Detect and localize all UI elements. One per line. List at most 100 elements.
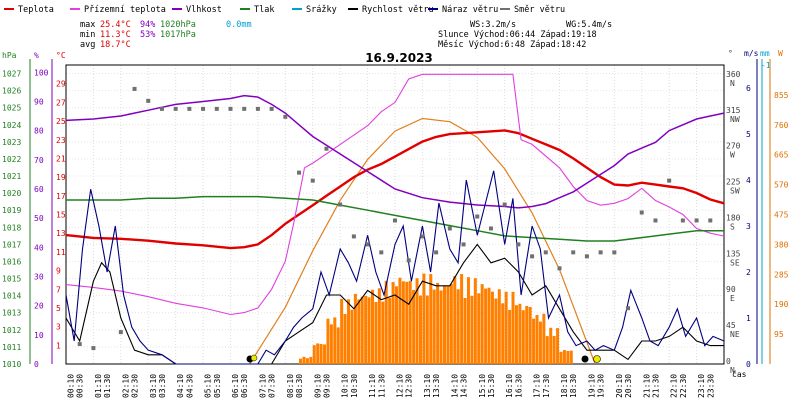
wind-direction-point [351, 234, 356, 239]
radiation-bar [532, 318, 536, 364]
legend-label: Rychlost větru [362, 5, 434, 15]
radiation-bar [316, 343, 320, 364]
x-axis-tick: 19:10 [587, 374, 596, 398]
x-axis-tick: 04:10 [176, 374, 185, 398]
radiation-bar [343, 313, 347, 364]
wind-direction-point [447, 226, 452, 231]
x-axis-tick: 12:30 [405, 374, 414, 398]
rain-axis-tick: -1 [761, 61, 771, 70]
x-axis-tick: 04:30 [185, 374, 194, 398]
x-axis-tick: 13:10 [423, 374, 432, 398]
theoretical-radiation-line [249, 117, 596, 365]
radiation-bar [477, 293, 481, 364]
x-axis-tick: 03:30 [158, 374, 167, 398]
radiation-bar [497, 289, 501, 364]
radiation-bar [371, 289, 375, 364]
stat-sun: Slunce Východ:06:44 Západ:19:18 [438, 30, 597, 40]
radiation-bars [299, 273, 573, 364]
legend: Teplota Přízemní teplota Vlhkost Tlak Srážky… [4, 5, 565, 15]
legend-label: Přízemní teplota [84, 5, 166, 15]
direction-axis-label: NE [730, 330, 740, 339]
wind-direction-point [269, 106, 274, 111]
humidity-axis-tick: 80 [34, 127, 44, 136]
direction-axis-tick: 315 [726, 106, 741, 115]
radiation-bar [528, 306, 532, 364]
wind-direction-point [365, 242, 370, 247]
wind-direction-point [530, 254, 535, 259]
radiation-bar [418, 295, 422, 364]
wind-direction-point [667, 178, 672, 183]
temp-axis-tick: 17 [56, 192, 66, 201]
radiation-bar [395, 286, 398, 364]
radiation-bar [508, 309, 512, 364]
radiation-bar [480, 284, 484, 364]
hpa-axis-tick: 1014 [2, 292, 21, 301]
temp-axis-tick: 27 [56, 98, 66, 107]
radiation-bar [377, 288, 381, 364]
wind-direction-point [187, 106, 192, 111]
x-axis-tick: 15:10 [478, 374, 487, 398]
radiation-axis-tick: 570 [774, 181, 789, 190]
x-axis-tick: 18:10 [560, 374, 569, 398]
radiation-bar [446, 286, 450, 364]
radiation-bar [309, 356, 313, 364]
direction-axis-title: ° [728, 49, 733, 58]
wind-direction-point [680, 218, 685, 223]
x-axis-tick: 17:10 [533, 374, 542, 398]
wind-direction-point [201, 106, 206, 111]
radiation-bar [429, 273, 433, 364]
direction-axis-tick: 0 [726, 357, 731, 366]
wind-direction-point [708, 218, 713, 223]
legend-label: Směr větru [514, 5, 565, 15]
radiation-bar [552, 335, 556, 364]
direction-axis-label: W [730, 151, 735, 160]
radiation-axis-tick: 855 [774, 91, 789, 100]
x-axis-tick: 16:10 [505, 374, 514, 398]
temp-axis-tick: 3 [56, 323, 61, 332]
radiation-bar [535, 315, 539, 364]
radiation-bar [569, 350, 573, 364]
x-axis-tick: 01:30 [103, 374, 112, 398]
radiation-axis-tick: 665 [774, 151, 789, 160]
radiation-bar [566, 351, 570, 364]
radiation-bar [466, 277, 470, 364]
hpa-axis-tick: 1010 [2, 360, 21, 369]
stat-max-rain: 0.0mm [226, 20, 252, 30]
direction-axis-tick: 360 [726, 70, 741, 79]
rain-axis-title: mm [760, 49, 770, 58]
stat-min-label: min [80, 30, 95, 40]
radiation-bar [398, 277, 402, 364]
stat-min-temp: 11.3°C [100, 30, 131, 40]
radiation-axis-tick: 95 [774, 330, 784, 339]
humidity-axis-tick: 90 [34, 97, 44, 106]
radiation-bar [401, 281, 405, 364]
chart-title: 16.9.2023 [365, 51, 433, 65]
wind-direction-point [584, 254, 589, 259]
wind-direction-point [338, 202, 343, 207]
radiation-bar [525, 305, 529, 364]
wind-direction-point [475, 214, 480, 219]
wind-axis-tick: 5 [746, 130, 751, 139]
direction-axis-tick: 180 [726, 213, 741, 222]
radiation-bar [456, 289, 460, 364]
wind-direction-point [324, 146, 329, 151]
wind-axis-tick: 6 [746, 84, 751, 93]
wind-axis-tick: 1 [746, 314, 751, 323]
radiation-axis-tick: 285 [774, 270, 789, 279]
x-axis-tick: 12:10 [396, 374, 405, 398]
temp-axis-tick: 23 [56, 136, 66, 145]
radiation-bar [463, 297, 467, 364]
hpa-axis-tick: 1024 [2, 121, 21, 130]
radiation-bar [425, 295, 429, 364]
series-line-vlhkost [65, 94, 725, 209]
wind-axis-tick: 2 [746, 268, 751, 277]
stat-max-press: 1020hPa [160, 20, 196, 30]
radiation-bar [453, 276, 457, 364]
radiation-bar [412, 289, 416, 364]
x-axis-tick: 09:10 [313, 374, 322, 398]
radiation-bar [312, 345, 316, 364]
direction-axis-label: N [730, 79, 735, 88]
wind-direction-point [228, 106, 233, 111]
wind-axis-title: m/s [744, 49, 759, 58]
x-axis-tick: 00:10 [67, 374, 76, 398]
